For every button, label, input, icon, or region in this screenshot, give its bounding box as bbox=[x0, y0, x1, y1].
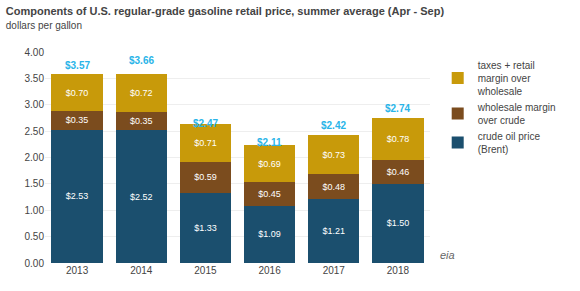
svg-text:$0.45: $0.45 bbox=[258, 189, 281, 199]
svg-text:3.00: 3.00 bbox=[25, 99, 45, 110]
svg-text:$3.66: $3.66 bbox=[129, 55, 154, 66]
svg-text:2014: 2014 bbox=[130, 265, 153, 276]
svg-text:$0.35: $0.35 bbox=[66, 115, 89, 125]
svg-text:3.50: 3.50 bbox=[25, 73, 45, 84]
svg-text:4.00: 4.00 bbox=[25, 47, 45, 58]
svg-text:$2.53: $2.53 bbox=[66, 191, 89, 201]
svg-text:2016: 2016 bbox=[258, 265, 281, 276]
svg-text:1.50: 1.50 bbox=[25, 178, 45, 189]
svg-text:0.00: 0.00 bbox=[25, 258, 45, 269]
svg-text:$0.71: $0.71 bbox=[194, 138, 217, 148]
svg-text:$3.57: $3.57 bbox=[65, 60, 90, 71]
svg-text:crude oil price(Brent): crude oil price(Brent) bbox=[478, 131, 541, 155]
svg-text:$2.11: $2.11 bbox=[257, 137, 282, 148]
svg-text:2015: 2015 bbox=[194, 265, 217, 276]
svg-text:2018: 2018 bbox=[387, 265, 410, 276]
svg-text:$0.78: $0.78 bbox=[387, 134, 410, 144]
svg-text:$0.70: $0.70 bbox=[66, 88, 89, 98]
svg-text:$0.73: $0.73 bbox=[322, 150, 345, 160]
svg-text:$0.46: $0.46 bbox=[387, 167, 410, 177]
svg-text:0.50: 0.50 bbox=[25, 231, 45, 242]
svg-text:2.50: 2.50 bbox=[25, 126, 45, 137]
svg-text:$1.50: $1.50 bbox=[387, 218, 410, 228]
svg-text:$0.48: $0.48 bbox=[322, 182, 345, 192]
svg-text:$0.59: $0.59 bbox=[194, 172, 217, 182]
svg-text:$2.47: $2.47 bbox=[193, 118, 218, 129]
svg-text:$2.74: $2.74 bbox=[385, 103, 410, 114]
svg-text:$0.69: $0.69 bbox=[258, 159, 281, 169]
svg-text:2017: 2017 bbox=[323, 265, 346, 276]
svg-text:$2.52: $2.52 bbox=[130, 192, 153, 202]
svg-text:2.00: 2.00 bbox=[25, 152, 45, 163]
svg-text:$1.33: $1.33 bbox=[194, 223, 217, 233]
svg-text:taxes + retailmargin overwhole: taxes + retailmargin overwholesale bbox=[477, 60, 535, 97]
svg-text:$1.09: $1.09 bbox=[258, 229, 281, 239]
svg-text:wholesale marginover crude: wholesale marginover crude bbox=[477, 102, 556, 126]
svg-text:$1.21: $1.21 bbox=[322, 226, 345, 236]
svg-text:$0.72: $0.72 bbox=[130, 88, 153, 98]
svg-text:1.00: 1.00 bbox=[25, 205, 45, 216]
svg-text:2013: 2013 bbox=[66, 265, 89, 276]
svg-text:eia: eia bbox=[440, 249, 455, 261]
svg-text:$2.42: $2.42 bbox=[321, 120, 346, 131]
svg-text:$0.35: $0.35 bbox=[130, 116, 153, 126]
svg-text:Components of U.S. regular-gra: Components of U.S. regular-grade gasolin… bbox=[6, 5, 445, 31]
